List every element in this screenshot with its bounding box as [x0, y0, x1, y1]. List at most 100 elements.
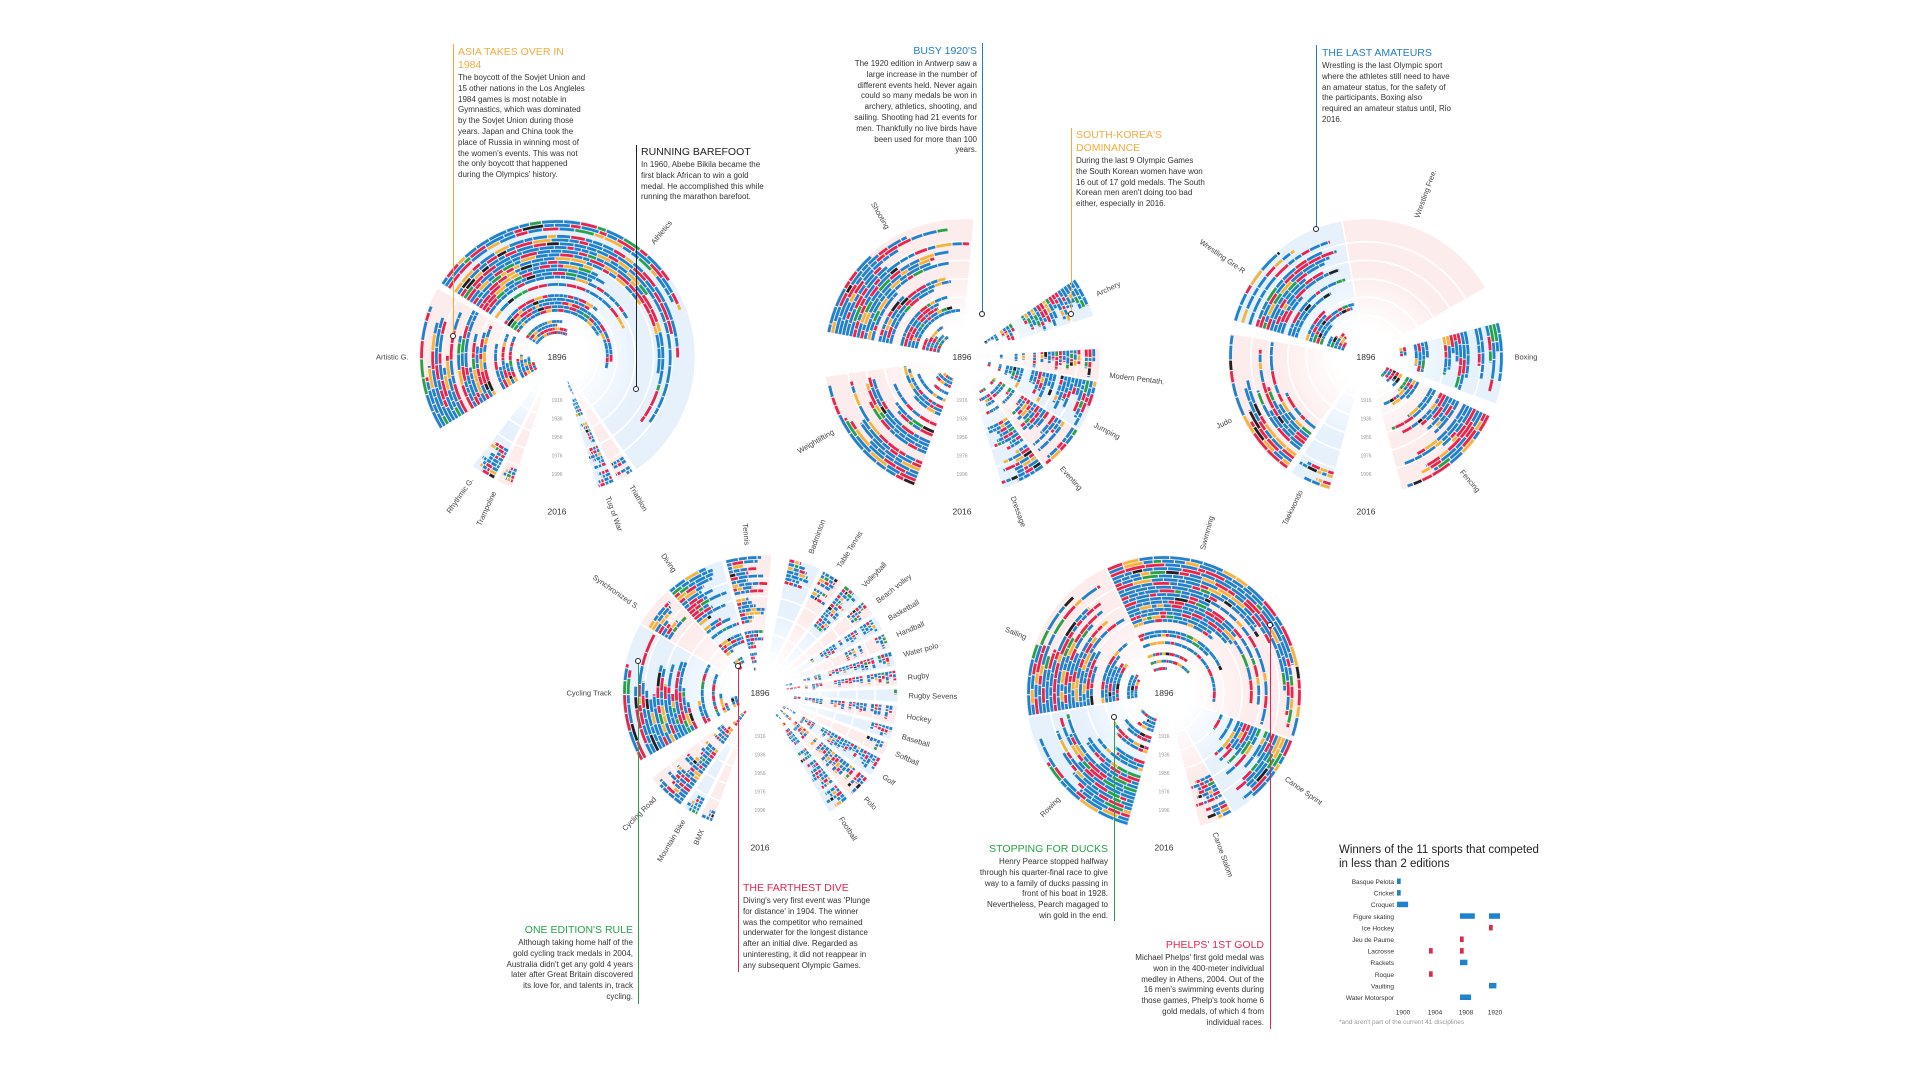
medal-arc — [841, 766, 847, 772]
medal-arc — [1132, 678, 1137, 684]
medal-arc — [1082, 664, 1087, 671]
medal-arc — [933, 307, 938, 312]
medal-arc — [979, 398, 982, 402]
medal-arc — [696, 616, 703, 623]
medal-arc — [1291, 301, 1300, 311]
medal-arc — [754, 559, 758, 563]
medal-arc — [567, 385, 570, 389]
medal-arc — [1054, 369, 1058, 371]
medal-arc — [634, 697, 638, 709]
medal-arc — [1258, 363, 1263, 370]
medal-arc — [726, 707, 731, 712]
medal-arc — [919, 378, 925, 385]
medal-arc — [1087, 624, 1094, 632]
medal-arc — [842, 668, 846, 671]
medal-arc — [857, 610, 862, 615]
medal-arc — [848, 589, 853, 595]
medal-arc — [1050, 449, 1061, 460]
medal-arc — [987, 398, 990, 402]
annotation-body: Henry Pearce stopped halfway through his… — [979, 857, 1108, 920]
medal-arc — [919, 253, 935, 262]
medal-arc — [927, 388, 934, 395]
medal-arc — [929, 300, 936, 306]
medal-arc — [843, 586, 850, 592]
medal-arc — [849, 612, 853, 616]
medal-arc — [513, 468, 517, 473]
medal-arc — [683, 705, 688, 714]
medal-arc — [1065, 435, 1074, 445]
medal-arc — [656, 687, 660, 699]
medal-arc — [862, 449, 877, 463]
medal-arc — [560, 331, 563, 335]
medal-arc — [1130, 695, 1134, 699]
medal-arc — [1073, 350, 1077, 354]
medal-arc — [1031, 319, 1037, 326]
medal-arc — [457, 343, 461, 354]
medal-arc — [1344, 341, 1348, 345]
medal-arc — [532, 266, 540, 271]
medal-arc — [738, 556, 747, 561]
medal-arc — [1096, 610, 1104, 617]
medal-arc — [812, 759, 817, 763]
medal-arc — [1244, 388, 1251, 402]
medal-arc — [1249, 727, 1258, 742]
medal-arc — [1312, 317, 1320, 325]
medal-arc — [1084, 367, 1088, 369]
medal-arc — [1031, 388, 1037, 395]
medal-arc — [1289, 419, 1301, 431]
medal-arc — [1136, 597, 1150, 604]
medal-arc — [522, 224, 544, 232]
medal-arc — [836, 746, 839, 749]
medal-arc — [987, 426, 991, 431]
medal-arc — [1183, 657, 1188, 663]
medal-arc — [1314, 257, 1326, 266]
medal-arc — [1202, 791, 1209, 797]
medal-arc — [989, 425, 994, 430]
medal-arc — [676, 670, 681, 678]
medal-arc — [1032, 381, 1036, 385]
medal-arc — [1261, 382, 1268, 394]
medal-arc — [1089, 648, 1095, 654]
medal-arc — [1120, 772, 1128, 778]
medal-arc — [661, 706, 666, 716]
medal-arc — [434, 397, 445, 417]
medal-arc — [841, 760, 847, 766]
medal-arc — [1146, 718, 1150, 723]
medal-arc — [794, 736, 798, 740]
medal-arc — [1220, 636, 1228, 644]
medal-arc — [720, 603, 726, 608]
annotation-title: Asia takes over in 1984 — [458, 46, 564, 71]
medal-arc — [1019, 373, 1023, 377]
medal-arc — [1239, 753, 1243, 756]
medal-arc — [1028, 380, 1032, 383]
medal-arc — [1285, 696, 1290, 711]
medal-arc — [1068, 383, 1074, 391]
medal-arc — [592, 446, 596, 450]
medal-arc — [941, 307, 948, 313]
medal-arc — [1285, 392, 1290, 397]
medal-arc — [1128, 613, 1135, 619]
medal-arc — [720, 735, 725, 740]
medal-arc — [811, 723, 815, 726]
medal-arc — [1106, 623, 1117, 633]
medal-arc — [1263, 439, 1275, 452]
winner-bar — [1460, 936, 1464, 942]
medal-arc — [487, 380, 494, 392]
medal-arc — [700, 681, 705, 690]
medal-arc — [433, 322, 439, 334]
medal-arc — [828, 584, 834, 589]
medal-arc — [596, 320, 602, 326]
medal-arc — [937, 277, 946, 283]
medal-arc — [1446, 418, 1458, 432]
medal-arc — [1113, 650, 1120, 657]
medal-arc — [1139, 731, 1146, 737]
medal-arc — [658, 713, 664, 725]
medal-arc — [570, 311, 579, 317]
medal-arc — [689, 761, 694, 766]
medal-arc — [873, 278, 881, 286]
medal-arc — [1078, 288, 1085, 297]
medal-arc — [919, 415, 930, 424]
medal-arc — [1008, 392, 1013, 398]
medal-arc — [696, 807, 700, 812]
medal-arc — [845, 680, 849, 684]
